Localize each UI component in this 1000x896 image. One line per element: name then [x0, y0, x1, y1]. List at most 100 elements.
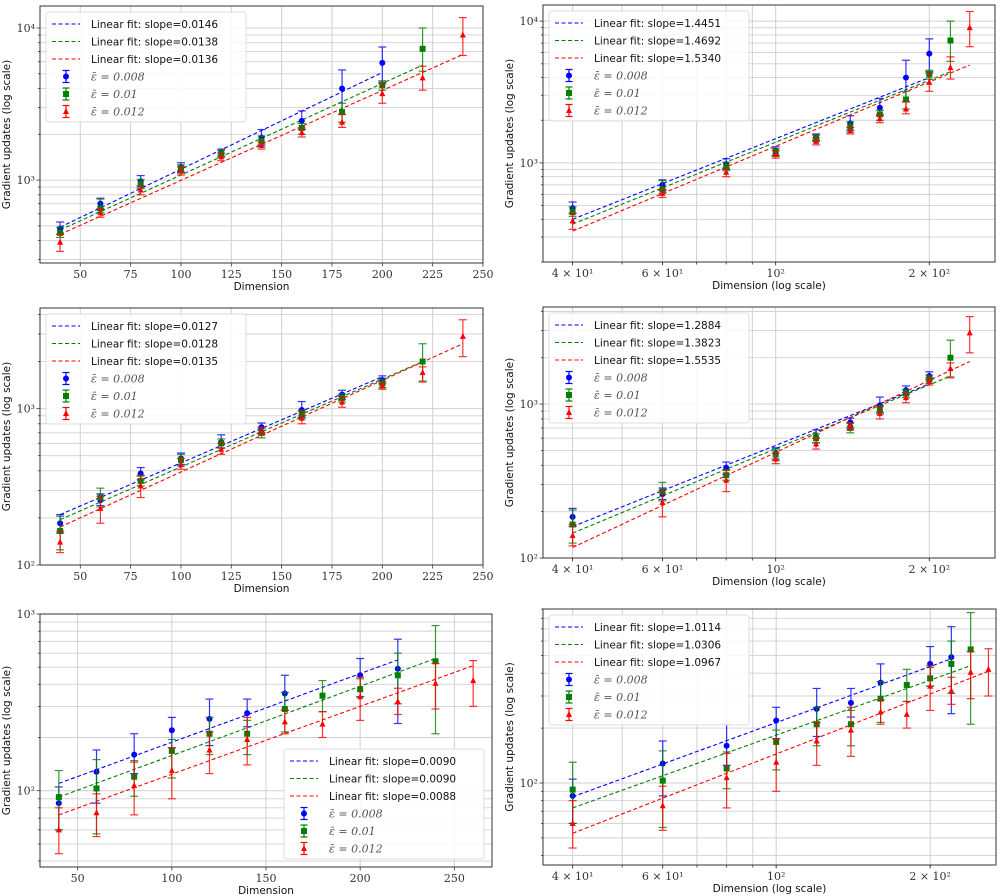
x-tick-label: 100 — [170, 268, 191, 281]
data-point — [419, 74, 426, 81]
data-point — [847, 699, 854, 706]
data-point — [206, 746, 213, 753]
legend-series-label: ε̄ = 0.012 — [329, 843, 383, 856]
data-layer — [568, 315, 974, 549]
x-axis-label: Dimension (log scale) — [712, 576, 826, 588]
data-point — [947, 64, 954, 71]
series-points-2 — [568, 315, 974, 547]
legend-marker — [566, 72, 572, 79]
legend-series-label: ε̄ = 0.012 — [594, 105, 648, 118]
data-point — [847, 127, 854, 134]
data-point — [967, 646, 974, 653]
data-point — [569, 786, 576, 793]
data-point — [459, 31, 466, 38]
x-tick-label: 50 — [71, 872, 85, 885]
fit-line — [58, 665, 474, 816]
data-point — [432, 679, 439, 686]
legend-box — [45, 313, 247, 425]
series-2 — [59, 53, 464, 235]
x-tick-label: 6 × 10¹ — [642, 870, 684, 883]
legend-series-label: ε̄ = 0.012 — [594, 709, 648, 722]
legend: Linear fit: slope=1.2884 Linear fit: slop… — [548, 312, 750, 424]
data-point — [93, 785, 100, 792]
y-axis-label: Gradient updates (log scale) — [1, 666, 13, 815]
data-point — [903, 681, 910, 688]
y-tick-label: 10³ — [520, 398, 538, 411]
legend-series-label: ε̄ = 0.012 — [594, 407, 648, 420]
data-point — [723, 163, 730, 170]
legend: Linear fit: slope=0.0146 Linear fit: slop… — [45, 11, 247, 123]
error-bar — [658, 785, 667, 831]
legend: Linear fit: slope=1.0114 Linear fit: slop… — [548, 614, 750, 726]
data-point — [659, 802, 666, 809]
data-point — [926, 50, 933, 57]
chart-panel-bottom-left: 50 100 150 200 250 10² 10³ Dimension Gradient up… — [1, 608, 493, 896]
data-point — [569, 209, 576, 216]
legend-marker — [63, 410, 69, 416]
data-point — [177, 167, 184, 174]
error-bar — [431, 662, 440, 710]
legend-series-label: ε̄ = 0.01 — [594, 691, 641, 704]
data-point — [902, 96, 909, 103]
legend-marker — [566, 676, 572, 683]
legend-marker — [63, 393, 69, 399]
legend-fit-label: Linear fit: slope=0.0090 — [329, 756, 456, 768]
x-tick-label: 225 — [422, 570, 443, 583]
x-tick-label: 125 — [221, 570, 242, 583]
legend-marker — [301, 810, 307, 817]
y-tick-label: 10² — [17, 785, 35, 798]
legend-series-label: ε̄ = 0.012 — [91, 408, 145, 421]
series-0 — [572, 658, 952, 798]
data-layer — [54, 624, 478, 855]
x-tick-label: 150 — [271, 268, 292, 281]
legend-fit-label: Linear fit: slope=0.0128 — [91, 339, 218, 351]
series-points-2 — [56, 319, 467, 554]
data-point — [137, 181, 144, 188]
error-bar — [966, 651, 975, 700]
axes-frame — [39, 5, 484, 264]
data-point — [177, 460, 184, 467]
series-1 — [59, 64, 423, 231]
x-tick-label: 75 — [124, 268, 138, 281]
legend: Linear fit: slope=0.0127 Linear fit: slop… — [45, 313, 247, 425]
data-point — [948, 660, 955, 667]
series-2 — [58, 665, 474, 816]
data-point — [772, 455, 779, 462]
y-axis-label: Gradient updates (log scale) — [504, 59, 516, 208]
legend-fit-label: Linear fit: slope=1.5340 — [594, 53, 721, 65]
data-point — [419, 358, 426, 365]
x-tick-label: 200 — [350, 872, 371, 885]
data-point — [379, 382, 386, 389]
x-tick-label: 2 × 10² — [908, 563, 950, 576]
legend-series-label: ε̄ = 0.008 — [594, 674, 648, 687]
fit-line — [59, 64, 423, 231]
series-points-2 — [54, 659, 478, 855]
data-point — [902, 394, 909, 401]
data-point — [168, 727, 175, 734]
x-tick-label: 150 — [256, 872, 277, 885]
series-1 — [572, 375, 951, 534]
x-tick-label: 4 × 10¹ — [552, 267, 594, 280]
x-tick-label: 250 — [473, 268, 494, 281]
y-axis-label: Gradient updates (log scale) — [504, 358, 516, 507]
data-point — [966, 24, 973, 31]
legend-fit-label: Linear fit: slope=0.0146 — [91, 19, 218, 31]
data-point — [947, 354, 954, 361]
x-tick-label: 225 — [422, 268, 443, 281]
data-point — [876, 409, 883, 416]
y-tick-label: 10² — [520, 552, 538, 565]
x-tick-label: 10² — [767, 870, 785, 883]
data-point — [55, 826, 62, 833]
x-tick-label: 175 — [321, 570, 342, 583]
data-point — [773, 717, 780, 724]
legend-series-label: ε̄ = 0.012 — [91, 106, 145, 119]
legend-marker — [63, 91, 69, 97]
legend-series-label: ε̄ = 0.008 — [91, 71, 145, 84]
legend-fit-label: Linear fit: slope=1.0306 — [594, 640, 721, 652]
legend-series-label: ε̄ = 0.01 — [594, 389, 641, 402]
y-tick-label: 10³ — [520, 157, 538, 170]
legend-marker — [566, 694, 572, 700]
data-point — [877, 708, 884, 715]
legend-marker — [63, 73, 69, 80]
